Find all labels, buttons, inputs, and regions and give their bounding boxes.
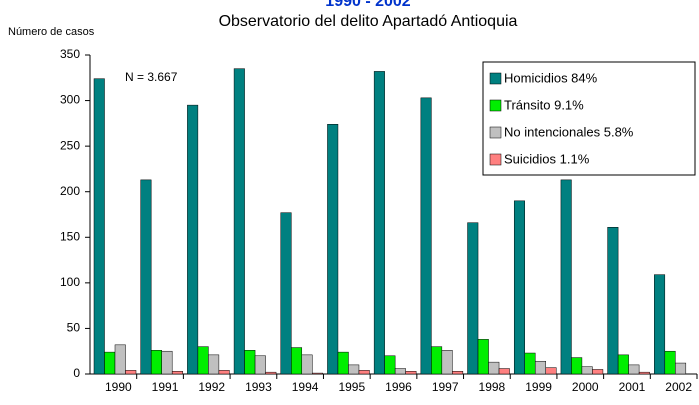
bar bbox=[171, 371, 183, 375]
x-tick-label: 1997 bbox=[432, 380, 459, 394]
chart-title: Observatorio del delito Apartadó Antioqu… bbox=[219, 13, 518, 30]
bar bbox=[93, 78, 105, 375]
bar bbox=[664, 350, 676, 375]
bar bbox=[607, 227, 619, 375]
bar bbox=[312, 372, 324, 375]
bar bbox=[431, 346, 443, 375]
bar bbox=[233, 68, 245, 375]
legend-label: Suicidios 1.1% bbox=[504, 151, 590, 166]
bar bbox=[498, 368, 510, 375]
bar bbox=[384, 355, 396, 375]
bar bbox=[560, 179, 572, 375]
bar bbox=[420, 97, 432, 375]
x-tick-label: 2001 bbox=[619, 380, 646, 394]
bar bbox=[617, 354, 629, 375]
bar bbox=[513, 200, 525, 375]
y-tick-label: 50 bbox=[67, 321, 81, 335]
bar bbox=[524, 352, 536, 375]
bar bbox=[265, 371, 277, 375]
bar bbox=[592, 369, 604, 375]
bar bbox=[327, 124, 339, 375]
bar bbox=[197, 346, 209, 375]
bar bbox=[545, 367, 557, 375]
legend-label: Homicidios 84% bbox=[504, 70, 598, 85]
legend-swatch bbox=[489, 126, 502, 139]
bar bbox=[373, 71, 385, 375]
bar bbox=[104, 351, 116, 375]
bar bbox=[654, 274, 666, 375]
bar bbox=[452, 371, 464, 375]
bar bbox=[254, 355, 266, 375]
bar bbox=[358, 370, 370, 375]
bar bbox=[161, 350, 173, 375]
legend-swatch bbox=[489, 72, 502, 85]
bar bbox=[125, 370, 137, 375]
y-tick-label: 250 bbox=[60, 138, 80, 152]
x-tick-label: 1999 bbox=[525, 380, 552, 394]
y-tick-label: 300 bbox=[60, 93, 80, 107]
legend-label: No intencionales 5.8% bbox=[504, 124, 634, 139]
bar bbox=[405, 371, 417, 375]
bar bbox=[114, 344, 126, 375]
bar bbox=[581, 366, 593, 375]
bar bbox=[187, 104, 199, 375]
bar bbox=[280, 212, 292, 375]
bar bbox=[291, 347, 303, 375]
bar bbox=[218, 370, 230, 375]
y-tick-label: 350 bbox=[60, 47, 80, 61]
bar bbox=[140, 179, 152, 375]
bar bbox=[244, 350, 256, 375]
bar bbox=[534, 360, 546, 375]
x-tick-label: 1995 bbox=[338, 380, 365, 394]
bar bbox=[150, 350, 162, 375]
legend-swatch bbox=[489, 99, 502, 112]
bar bbox=[638, 371, 650, 375]
x-tick-label: 1991 bbox=[152, 380, 179, 394]
x-tick-label: 1992 bbox=[198, 380, 225, 394]
y-tick-label: 150 bbox=[60, 229, 80, 243]
x-tick-label: 1993 bbox=[245, 380, 272, 394]
bar bbox=[208, 354, 220, 375]
x-tick-label: 2000 bbox=[572, 380, 599, 394]
legend-label: Tránsito 9.1% bbox=[504, 97, 584, 112]
x-tick-label: 1996 bbox=[385, 380, 412, 394]
bar bbox=[301, 354, 313, 375]
y-tick-label: 0 bbox=[73, 366, 80, 380]
bar bbox=[675, 362, 687, 375]
legend-swatch bbox=[489, 153, 502, 166]
bar bbox=[348, 364, 360, 375]
x-tick-label: 1990 bbox=[105, 380, 132, 394]
x-tick-label: 1994 bbox=[292, 380, 319, 394]
x-tick-label: 1998 bbox=[479, 380, 506, 394]
y-tick-label: 100 bbox=[60, 275, 80, 289]
bar bbox=[571, 357, 583, 375]
chart-subtitle: 1990 - 2002 bbox=[325, 0, 411, 10]
bar bbox=[488, 361, 500, 375]
y-tick-label: 200 bbox=[60, 184, 80, 198]
y-axis-label: Número de casos bbox=[8, 26, 95, 38]
bar bbox=[467, 222, 479, 375]
bar bbox=[394, 368, 406, 375]
annotation: N = 3.667 bbox=[125, 70, 178, 84]
legend-box bbox=[482, 61, 696, 176]
x-tick-label: 2002 bbox=[665, 380, 692, 394]
bar bbox=[628, 364, 640, 375]
bar bbox=[441, 350, 453, 375]
bar bbox=[477, 339, 489, 375]
bar bbox=[337, 351, 349, 375]
